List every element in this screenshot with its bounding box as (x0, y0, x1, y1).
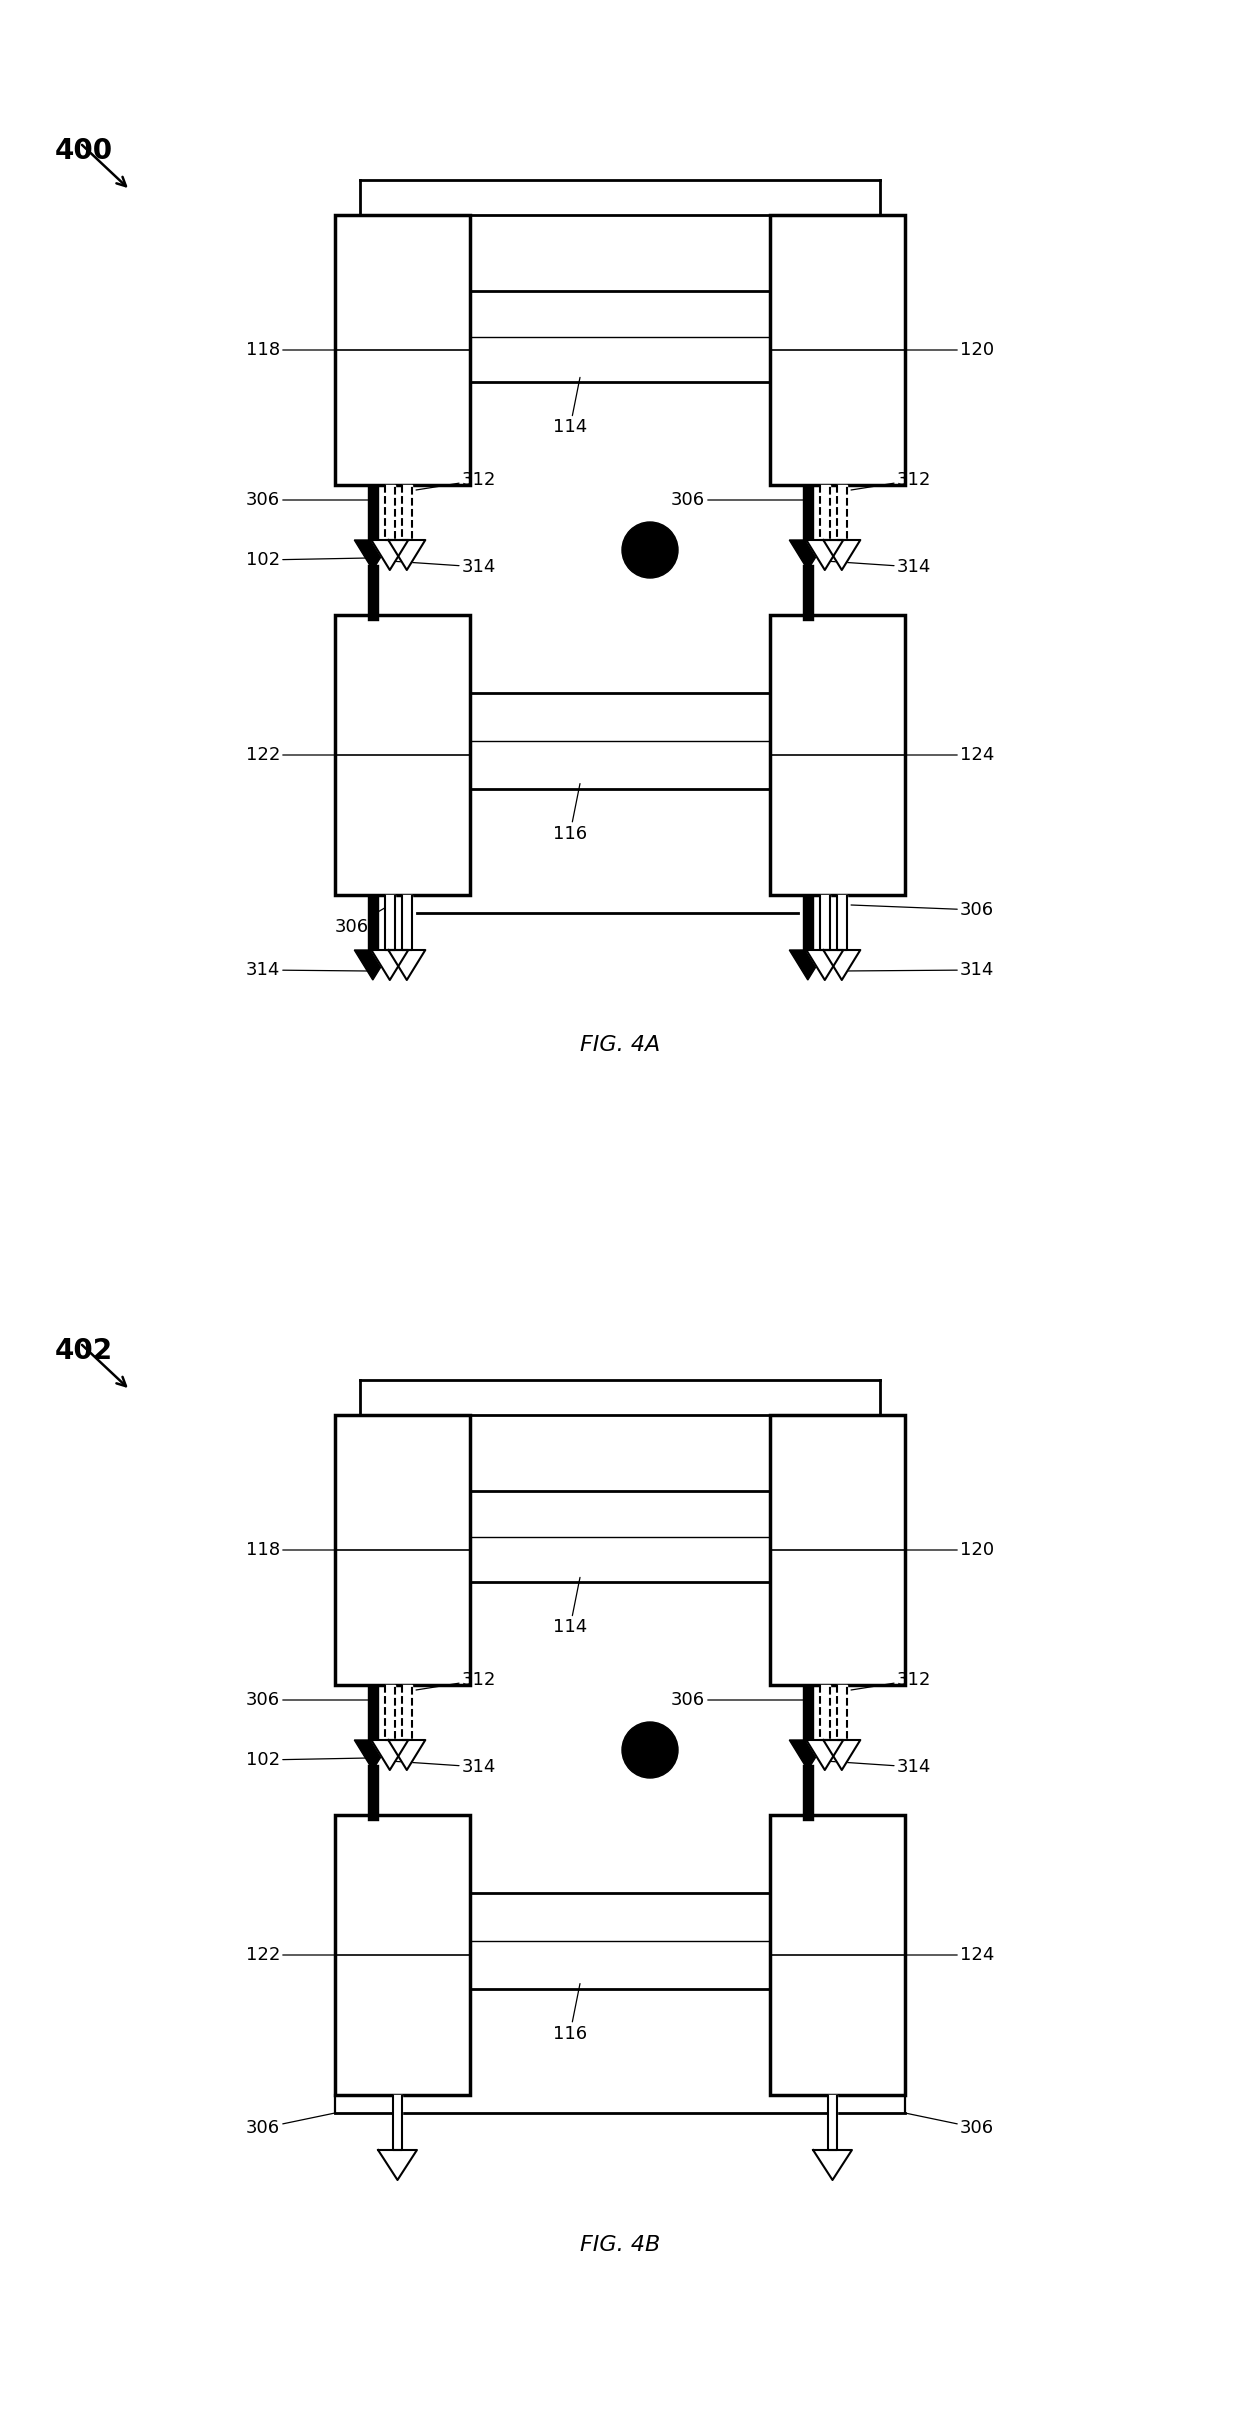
Polygon shape (355, 1739, 392, 1770)
Polygon shape (828, 2094, 837, 2149)
Bar (335, 1816, 470, 2094)
Text: 312: 312 (851, 1671, 931, 1690)
Polygon shape (820, 1686, 830, 1739)
Text: 312: 312 (417, 1671, 496, 1690)
Polygon shape (790, 1739, 826, 1770)
Bar (335, 1415, 470, 1686)
Polygon shape (355, 541, 392, 570)
Polygon shape (368, 485, 377, 541)
Polygon shape (402, 896, 412, 949)
Polygon shape (790, 541, 826, 570)
Text: 306: 306 (246, 490, 368, 510)
Text: 120: 120 (905, 341, 994, 360)
Text: 314: 314 (246, 961, 368, 978)
Polygon shape (806, 949, 843, 980)
Polygon shape (402, 485, 412, 541)
Polygon shape (355, 949, 392, 980)
Text: 114: 114 (553, 377, 587, 437)
Bar (770, 1415, 905, 1686)
Text: 306: 306 (851, 901, 994, 920)
Text: 116: 116 (553, 1983, 587, 2043)
Polygon shape (368, 1686, 377, 1739)
Polygon shape (388, 949, 425, 980)
Polygon shape (393, 2094, 402, 2149)
Text: 306: 306 (246, 2113, 335, 2137)
Text: 306: 306 (905, 2113, 994, 2137)
Polygon shape (804, 896, 812, 949)
Polygon shape (371, 949, 408, 980)
Text: 314: 314 (389, 1758, 496, 1775)
Text: 114: 114 (553, 1577, 587, 1637)
Polygon shape (837, 485, 847, 541)
Bar (770, 616, 905, 896)
Polygon shape (804, 1686, 812, 1739)
Bar (335, 215, 470, 485)
Text: 122: 122 (246, 746, 335, 763)
Text: 314: 314 (825, 558, 931, 577)
Polygon shape (790, 949, 826, 980)
Polygon shape (804, 485, 812, 541)
Text: 306: 306 (671, 490, 804, 510)
Polygon shape (388, 541, 425, 570)
Polygon shape (386, 485, 394, 541)
Text: 102: 102 (246, 1751, 368, 1770)
Text: FIG. 4A: FIG. 4A (580, 1036, 660, 1055)
Polygon shape (360, 181, 880, 215)
Bar (770, 215, 905, 485)
Polygon shape (820, 896, 830, 949)
Polygon shape (806, 541, 843, 570)
Polygon shape (823, 1739, 861, 1770)
Text: FIG. 4B: FIG. 4B (580, 2234, 660, 2256)
Polygon shape (386, 1686, 394, 1739)
Text: 118: 118 (246, 341, 335, 360)
Text: 402: 402 (55, 1338, 113, 1364)
Text: 306: 306 (671, 1690, 804, 1710)
Polygon shape (823, 541, 861, 570)
Polygon shape (371, 541, 408, 570)
Polygon shape (360, 1379, 880, 1415)
Polygon shape (813, 2149, 852, 2181)
Circle shape (622, 522, 678, 577)
Bar (470, 693, 770, 790)
Text: 306: 306 (246, 1690, 368, 1710)
Polygon shape (386, 896, 394, 949)
Text: 122: 122 (246, 1946, 335, 1963)
Text: 314: 314 (825, 1758, 931, 1775)
Circle shape (622, 1722, 678, 1777)
Bar (470, 1490, 770, 1582)
Polygon shape (823, 949, 861, 980)
Bar (470, 1893, 770, 1988)
Text: 306: 306 (335, 906, 389, 937)
Bar (335, 616, 470, 896)
Bar (770, 1816, 905, 2094)
Text: 400: 400 (55, 138, 113, 164)
Polygon shape (371, 1739, 408, 1770)
Polygon shape (402, 1686, 412, 1739)
Text: 120: 120 (905, 1541, 994, 1560)
Polygon shape (806, 1739, 843, 1770)
Text: 124: 124 (905, 746, 994, 763)
Text: 124: 124 (905, 1946, 994, 1963)
Text: 102: 102 (246, 551, 368, 570)
Text: 312: 312 (851, 471, 931, 490)
Polygon shape (820, 485, 830, 541)
Text: 314: 314 (842, 961, 994, 978)
Text: 116: 116 (553, 782, 587, 843)
Bar (470, 290, 770, 382)
Polygon shape (388, 1739, 425, 1770)
Polygon shape (837, 1686, 847, 1739)
Polygon shape (378, 2149, 417, 2181)
Text: 314: 314 (389, 558, 496, 577)
Polygon shape (837, 896, 847, 949)
Polygon shape (368, 896, 377, 949)
Text: 312: 312 (417, 471, 496, 490)
Text: 118: 118 (246, 1541, 335, 1560)
